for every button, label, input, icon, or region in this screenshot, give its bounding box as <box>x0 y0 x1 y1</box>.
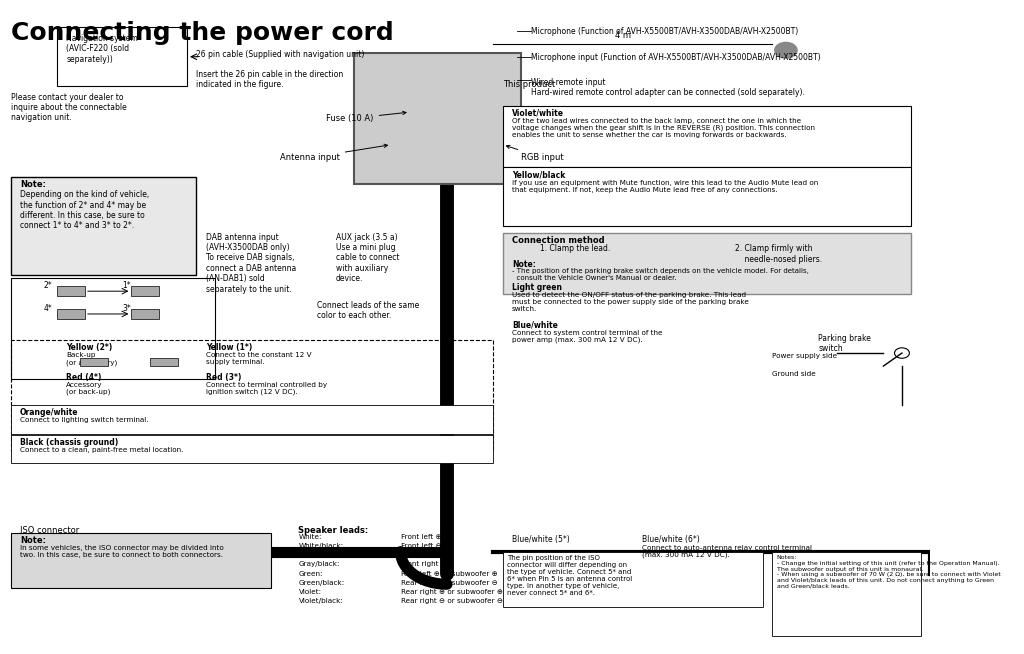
Bar <box>131 286 159 296</box>
Text: 2*: 2* <box>43 281 52 290</box>
FancyBboxPatch shape <box>503 233 911 294</box>
Text: Red (4*): Red (4*) <box>67 373 101 381</box>
FancyBboxPatch shape <box>772 552 921 636</box>
Text: The pin position of the ISO
connector will differ depending on
the type of vehic: The pin position of the ISO connector wi… <box>507 555 633 596</box>
Text: Connect to system control terminal of the
power amp (max. 300 mA 12 V DC).: Connect to system control terminal of th… <box>512 330 663 343</box>
FancyBboxPatch shape <box>10 278 215 379</box>
Circle shape <box>775 43 797 58</box>
Text: Connection method: Connection method <box>512 236 604 245</box>
Text: 26 pin cable (Supplied with navigation unit): 26 pin cable (Supplied with navigation u… <box>197 50 365 60</box>
Text: Insert the 26 pin cable in the direction
indicated in the figure.: Insert the 26 pin cable in the direction… <box>197 70 344 89</box>
Text: Green/black:: Green/black: <box>298 579 345 586</box>
Text: Light green: Light green <box>512 283 562 292</box>
Text: Gray/black:: Gray/black: <box>298 561 340 568</box>
Text: Notes:
- Change the initial setting of this unit (refer to the Operation Manual): Notes: - Change the initial setting of t… <box>776 555 1000 589</box>
Text: Navigation system
(AVIC-F220 (sold
separately)): Navigation system (AVIC-F220 (sold separ… <box>67 34 138 63</box>
FancyBboxPatch shape <box>10 405 494 434</box>
Text: In some vehicles, the ISO connector may be divided into
two. In this case, be su: In some vehicles, the ISO connector may … <box>19 545 223 557</box>
Text: DAB antenna input
(AVH-X3500DAB only)
To receive DAB signals,
connect a DAB ante: DAB antenna input (AVH-X3500DAB only) To… <box>206 233 296 294</box>
Bar <box>57 286 85 296</box>
Text: Parking brake
switch: Parking brake switch <box>818 334 871 353</box>
Text: Microphone (Function of AVH-X5500BT/AVH-X3500DAB/AVH-X2500BT): Microphone (Function of AVH-X5500BT/AVH-… <box>530 27 798 37</box>
Text: Connect to auto-antenna relay control terminal
(max. 300 mA 12 V DC).: Connect to auto-antenna relay control te… <box>642 545 812 558</box>
Text: Blue/white: Blue/white <box>512 320 558 330</box>
Text: Rear left ⊕ or subwoofer ⊕: Rear left ⊕ or subwoofer ⊕ <box>400 570 498 577</box>
Text: White/black:: White/black: <box>298 543 344 549</box>
Text: Front left ⊖: Front left ⊖ <box>400 543 441 549</box>
Text: Blue/white (5*): Blue/white (5*) <box>512 536 569 544</box>
Text: Note:: Note: <box>512 260 536 269</box>
Text: Back-up
(or accessory): Back-up (or accessory) <box>67 353 118 366</box>
Bar <box>150 358 178 366</box>
FancyBboxPatch shape <box>10 435 494 463</box>
Text: Used to detect the ON/OFF status of the parking brake. This lead
must be connect: Used to detect the ON/OFF status of the … <box>512 292 749 312</box>
Text: Black (chassis ground): Black (chassis ground) <box>19 438 118 447</box>
Bar <box>57 309 85 319</box>
Text: Power supply side: Power supply side <box>772 353 837 359</box>
Text: 3*: 3* <box>122 304 131 313</box>
FancyBboxPatch shape <box>503 552 763 607</box>
Text: 2. Clamp firmly with
    needle-nosed pliers.: 2. Clamp firmly with needle-nosed pliers… <box>735 245 822 264</box>
Text: 1*: 1* <box>122 281 131 290</box>
Text: Front left ⊕: Front left ⊕ <box>400 534 441 540</box>
FancyBboxPatch shape <box>354 54 521 184</box>
Text: Orange/white: Orange/white <box>19 408 79 417</box>
Text: RGB input: RGB input <box>507 145 564 162</box>
Text: AUX jack (3.5 a)
Use a mini plug
cable to connect
with auxiliary
device.: AUX jack (3.5 a) Use a mini plug cable t… <box>336 233 399 283</box>
Text: 1. Clamp the lead.: 1. Clamp the lead. <box>540 245 610 253</box>
Text: Antenna input: Antenna input <box>280 144 387 162</box>
Text: Connect to the constant 12 V
supply terminal.: Connect to the constant 12 V supply term… <box>206 353 311 366</box>
Text: Front right ⊖: Front right ⊖ <box>400 561 446 568</box>
FancyBboxPatch shape <box>10 533 270 588</box>
Text: Please contact your dealer to
inquire about the connectable
navigation unit.: Please contact your dealer to inquire ab… <box>10 93 126 122</box>
FancyBboxPatch shape <box>10 177 197 275</box>
Text: Accessory
(or back-up): Accessory (or back-up) <box>67 382 111 395</box>
Bar <box>131 309 159 319</box>
Text: Connect to lighting switch terminal.: Connect to lighting switch terminal. <box>19 417 148 423</box>
Text: 4*: 4* <box>43 304 52 313</box>
Text: This product: This product <box>503 80 555 88</box>
Text: White:: White: <box>298 534 322 540</box>
Text: Note:: Note: <box>19 181 46 190</box>
Text: Red (3*): Red (3*) <box>206 373 241 381</box>
Text: Blue/white (6*): Blue/white (6*) <box>642 536 699 544</box>
Text: Microphone input (Function of AVH-X5500BT/AVH-X3500DAB/AVH-X2500BT): Microphone input (Function of AVH-X5500B… <box>530 54 820 63</box>
Text: Violet/black:: Violet/black: <box>298 598 343 604</box>
Text: Connect to terminal controlled by
ignition switch (12 V DC).: Connect to terminal controlled by igniti… <box>206 382 327 395</box>
Text: Rear left ⊖ or subwoofer ⊖: Rear left ⊖ or subwoofer ⊖ <box>400 579 498 586</box>
Text: If you use an equipment with Mute function, wire this lead to the Audio Mute lea: If you use an equipment with Mute functi… <box>512 180 818 193</box>
Text: Connect to a clean, paint-free metal location.: Connect to a clean, paint-free metal loc… <box>19 447 183 453</box>
Text: Yellow (2*): Yellow (2*) <box>67 343 113 353</box>
Text: Note:: Note: <box>19 536 46 545</box>
Text: Wired remote input
Hard-wired remote control adapter can be connected (sold sepa: Wired remote input Hard-wired remote con… <box>530 78 805 97</box>
FancyBboxPatch shape <box>503 105 911 167</box>
Text: Violet/white: Violet/white <box>512 109 564 118</box>
Text: Connect leads of the same
color to each other.: Connect leads of the same color to each … <box>317 301 419 320</box>
Text: Gray:: Gray: <box>298 553 317 559</box>
Text: Ground side: Ground side <box>772 371 816 377</box>
Text: ISO connector: ISO connector <box>19 526 79 534</box>
Text: Connecting the power cord: Connecting the power cord <box>10 21 393 45</box>
FancyBboxPatch shape <box>503 167 911 226</box>
Text: Yellow (1*): Yellow (1*) <box>206 343 252 353</box>
Bar <box>80 358 109 366</box>
Text: Front right ⊕: Front right ⊕ <box>400 553 446 559</box>
Text: Violet:: Violet: <box>298 589 322 594</box>
Text: Fuse (10 A): Fuse (10 A) <box>327 111 407 123</box>
Text: 4 m: 4 m <box>615 31 632 41</box>
FancyBboxPatch shape <box>57 27 187 86</box>
Text: Rear right ⊕ or subwoofer ⊕: Rear right ⊕ or subwoofer ⊕ <box>400 589 503 594</box>
Text: Rear right ⊖ or subwoofer ⊖: Rear right ⊖ or subwoofer ⊖ <box>400 598 503 604</box>
Text: Depending on the kind of vehicle,
the function of 2* and 4* may be
different. In: Depending on the kind of vehicle, the fu… <box>19 190 150 230</box>
Text: Of the two lead wires connected to the back lamp, connect the one in which the
v: Of the two lead wires connected to the b… <box>512 118 815 139</box>
Text: Speaker leads:: Speaker leads: <box>298 526 369 534</box>
Text: Yellow/black: Yellow/black <box>512 171 565 180</box>
Text: - The position of the parking brake switch depends on the vehicle model. For det: - The position of the parking brake swit… <box>512 267 809 281</box>
Text: Green:: Green: <box>298 570 323 577</box>
Bar <box>10 340 494 451</box>
